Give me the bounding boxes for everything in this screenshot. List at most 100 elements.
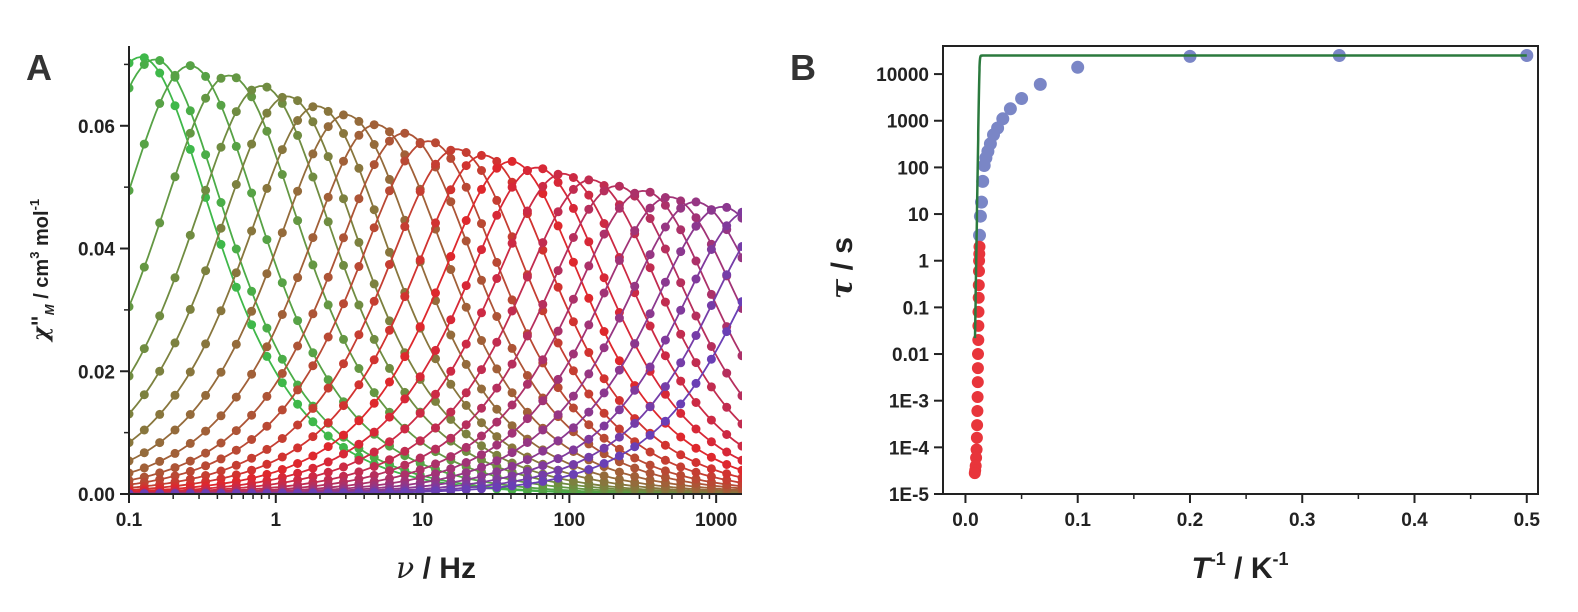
panel-a-data-point xyxy=(201,426,211,436)
panel-a-data-point xyxy=(415,255,425,265)
panel-b-frame xyxy=(942,45,1539,495)
panel-a-data-point xyxy=(155,311,165,321)
panel-a-data-point xyxy=(614,405,624,415)
panel-a-data-point xyxy=(431,389,440,399)
panel-a-data-point xyxy=(354,364,364,373)
panel-a-data-point xyxy=(722,221,732,231)
panel-a-data-point xyxy=(492,274,502,283)
panel-a-data-point xyxy=(461,359,471,369)
panel-a-data-point xyxy=(568,203,578,213)
panel-a-data-point xyxy=(369,447,379,457)
panel-a-data-point xyxy=(477,462,486,472)
panel-a-data-point xyxy=(737,297,742,307)
panel-a-data-point xyxy=(129,489,134,494)
panel-a-data-point xyxy=(139,425,149,435)
panel-b-data-point xyxy=(971,405,984,417)
panel-a-data-point xyxy=(614,365,624,375)
panel-a-data-point xyxy=(339,156,348,166)
panel-a-x-tick-label: 1000 xyxy=(695,510,737,531)
panel-a-data-point xyxy=(139,489,149,494)
panel-a-data-point xyxy=(538,299,548,309)
panel-a-data-point xyxy=(216,223,226,233)
panel-b-fit-curve xyxy=(973,54,1527,339)
panel-a-data-point xyxy=(599,443,609,453)
panel-a-data-point xyxy=(415,487,425,494)
panel-a-data-point xyxy=(201,339,211,349)
panel-a-data-point xyxy=(293,216,303,226)
panel-b-xlabel-unit: / K xyxy=(1226,552,1273,585)
panel-b-y-ticks: 1E-5 1E-4 1E-3 0.01 0.1 1 10 100 1000 10000 xyxy=(876,65,943,506)
panel-a-x-axis-title: ν / Hz xyxy=(396,551,476,586)
panel-a-data-point xyxy=(614,467,624,477)
panel-b-y-tick-label: 1E-3 xyxy=(889,392,929,413)
panel-a-data-point xyxy=(216,100,226,110)
panel-a-data-point xyxy=(155,456,165,466)
panel-a-data-point xyxy=(431,345,440,355)
panel-a-data-point xyxy=(645,263,655,273)
panel-a-data-point xyxy=(216,142,226,152)
panel-a-data-point xyxy=(614,474,624,484)
panel-a-data-point xyxy=(507,238,517,248)
panel-a-data-point xyxy=(477,308,486,318)
panel-a-data-point xyxy=(354,194,364,204)
panel-a-data-point xyxy=(461,388,471,398)
panel-a-x-tick-label: 1 xyxy=(270,510,281,531)
panel-a-data-point xyxy=(630,281,640,291)
panel-a-data-point xyxy=(568,349,578,359)
panel-a-data-point xyxy=(522,407,532,417)
panel-a-data-point xyxy=(706,382,716,392)
panel-a-data-point xyxy=(369,398,379,408)
panel-a-data-point xyxy=(323,467,333,477)
panel-a-data-point xyxy=(170,463,180,473)
panel-a-data-point xyxy=(660,382,670,392)
panel-a-data-point xyxy=(231,282,241,292)
panel-a-data-point xyxy=(599,408,609,418)
panel-a-y-axis-title: χ"M / cm3 mol-1 xyxy=(27,199,57,343)
panel-a-data-point xyxy=(722,460,732,469)
panel-a-data-point xyxy=(247,226,257,236)
panel-a-data-point xyxy=(277,369,287,378)
panel-a-data-point xyxy=(247,489,257,494)
panel-a-data-point xyxy=(385,260,394,269)
panel-a-data-point xyxy=(262,391,272,401)
panel-a-data-point xyxy=(477,184,486,194)
panel-a-data-point xyxy=(201,266,211,276)
panel-a-data-point xyxy=(722,430,732,439)
panel-a-data-point xyxy=(477,431,486,441)
panel-a-data-point xyxy=(676,399,686,409)
panel-a-data-point xyxy=(339,488,348,494)
panel-a-data-point xyxy=(553,383,563,393)
panel-b-x-tick-label: 0.5 xyxy=(1514,510,1541,531)
panel-a-data-point xyxy=(369,120,379,130)
panel-a-data-point xyxy=(431,459,440,469)
panel-a-data-point xyxy=(129,302,134,312)
panel-a-data-point xyxy=(477,166,486,175)
panel-a-data-point xyxy=(553,338,563,348)
panel-a-data-point xyxy=(139,53,149,63)
panel-a-data-point xyxy=(400,156,410,166)
panel-a-data-point xyxy=(431,486,440,494)
panel-a-data-point xyxy=(170,471,180,481)
panel-a-data-point xyxy=(691,378,701,388)
panel-a-data-point xyxy=(339,194,348,204)
panel-a-data-point xyxy=(630,385,640,395)
panel-a-data-point xyxy=(369,470,379,480)
panel-a-data-point xyxy=(630,226,640,236)
panel-a-data-point xyxy=(369,388,379,398)
panel-a-data-point xyxy=(308,117,318,127)
panel-a-data-point xyxy=(155,438,165,448)
panel-b-y-tick-label: 1 xyxy=(918,252,929,273)
panel-a: A 0.1 1 10 100 1000 0.000.020.040.06 ν / Hz … xyxy=(26,46,742,586)
panel-a-label: A xyxy=(26,47,52,88)
panel-a-data-point xyxy=(522,206,532,216)
panel-a-data-point xyxy=(568,460,578,469)
panel-a-data-point xyxy=(584,320,594,330)
panel-a-data-point xyxy=(354,488,364,494)
panel-a-data-point xyxy=(461,148,471,157)
panel-a-data-point xyxy=(216,489,226,494)
panel-a-data-point xyxy=(293,459,303,468)
panel-a-data-point xyxy=(522,466,532,476)
panel-a-data-point xyxy=(170,101,180,111)
panel-a-data-point xyxy=(155,218,165,228)
